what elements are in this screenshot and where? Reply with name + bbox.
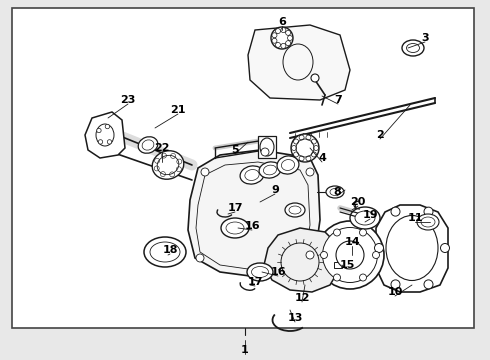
Text: 20: 20 <box>350 197 366 207</box>
Circle shape <box>281 43 286 48</box>
Ellipse shape <box>275 31 289 45</box>
Text: 12: 12 <box>294 293 310 303</box>
Circle shape <box>281 28 286 33</box>
Ellipse shape <box>260 138 274 156</box>
Circle shape <box>105 124 110 129</box>
Text: 8: 8 <box>333 187 341 197</box>
Ellipse shape <box>316 221 384 289</box>
Circle shape <box>424 207 433 216</box>
Ellipse shape <box>277 156 299 174</box>
Bar <box>258 136 276 158</box>
Ellipse shape <box>150 242 180 262</box>
Ellipse shape <box>271 27 293 49</box>
Circle shape <box>275 28 280 33</box>
Ellipse shape <box>289 206 301 214</box>
Text: 23: 23 <box>121 95 136 105</box>
Ellipse shape <box>138 137 158 153</box>
Text: 11: 11 <box>407 213 423 223</box>
Ellipse shape <box>336 241 364 269</box>
Ellipse shape <box>251 266 269 278</box>
Circle shape <box>275 42 280 48</box>
Text: 16: 16 <box>270 267 286 277</box>
Circle shape <box>272 38 277 43</box>
Ellipse shape <box>259 162 281 178</box>
Ellipse shape <box>326 186 344 198</box>
Circle shape <box>306 251 314 259</box>
Text: 9: 9 <box>271 185 279 195</box>
Ellipse shape <box>296 139 314 157</box>
Ellipse shape <box>226 222 244 234</box>
Text: 22: 22 <box>154 143 170 153</box>
Text: 16: 16 <box>244 221 260 231</box>
FancyBboxPatch shape <box>12 8 474 328</box>
Text: 7: 7 <box>334 95 342 105</box>
Circle shape <box>311 74 319 82</box>
Ellipse shape <box>152 151 184 179</box>
Text: 15: 15 <box>339 260 355 270</box>
Ellipse shape <box>285 203 305 217</box>
Text: 4: 4 <box>318 153 326 163</box>
Circle shape <box>97 128 101 133</box>
Ellipse shape <box>322 228 377 283</box>
Polygon shape <box>264 228 340 292</box>
Text: 13: 13 <box>287 313 303 323</box>
Circle shape <box>306 168 314 176</box>
Circle shape <box>334 274 341 281</box>
Circle shape <box>424 280 433 289</box>
Text: 2: 2 <box>376 130 384 140</box>
Text: 14: 14 <box>344 237 360 247</box>
Circle shape <box>286 30 291 35</box>
Polygon shape <box>85 112 125 158</box>
Circle shape <box>360 229 367 236</box>
Circle shape <box>360 274 367 281</box>
Ellipse shape <box>144 237 186 267</box>
Ellipse shape <box>330 189 340 195</box>
Ellipse shape <box>407 44 419 53</box>
Ellipse shape <box>142 140 154 150</box>
Circle shape <box>256 268 264 276</box>
Ellipse shape <box>291 134 319 162</box>
Circle shape <box>286 41 291 46</box>
Ellipse shape <box>402 40 424 56</box>
Text: 3: 3 <box>421 33 429 43</box>
Ellipse shape <box>350 207 380 229</box>
Circle shape <box>334 229 341 236</box>
Text: 1: 1 <box>241 345 249 355</box>
Ellipse shape <box>421 217 435 227</box>
Ellipse shape <box>221 218 249 238</box>
Circle shape <box>391 280 400 289</box>
Text: 17: 17 <box>247 277 263 287</box>
Ellipse shape <box>355 211 375 225</box>
Text: 10: 10 <box>387 287 403 297</box>
Text: 21: 21 <box>170 105 186 115</box>
Ellipse shape <box>247 263 273 281</box>
Ellipse shape <box>240 166 264 184</box>
Text: 17: 17 <box>227 203 243 213</box>
Text: 18: 18 <box>162 245 178 255</box>
Circle shape <box>374 243 384 252</box>
Circle shape <box>391 207 400 216</box>
Polygon shape <box>376 205 448 292</box>
Polygon shape <box>248 25 350 100</box>
Polygon shape <box>188 150 320 278</box>
Ellipse shape <box>417 214 439 230</box>
Bar <box>334 262 342 268</box>
Circle shape <box>320 252 327 258</box>
Text: 6: 6 <box>278 17 286 27</box>
Text: 5: 5 <box>231 145 239 155</box>
Circle shape <box>288 36 293 40</box>
Circle shape <box>272 33 277 38</box>
Circle shape <box>196 254 204 262</box>
Circle shape <box>201 168 209 176</box>
Circle shape <box>441 243 449 252</box>
Circle shape <box>107 140 112 144</box>
Circle shape <box>372 252 379 258</box>
Circle shape <box>98 140 103 144</box>
Ellipse shape <box>157 155 179 175</box>
Text: 19: 19 <box>362 210 378 220</box>
Circle shape <box>261 148 269 156</box>
